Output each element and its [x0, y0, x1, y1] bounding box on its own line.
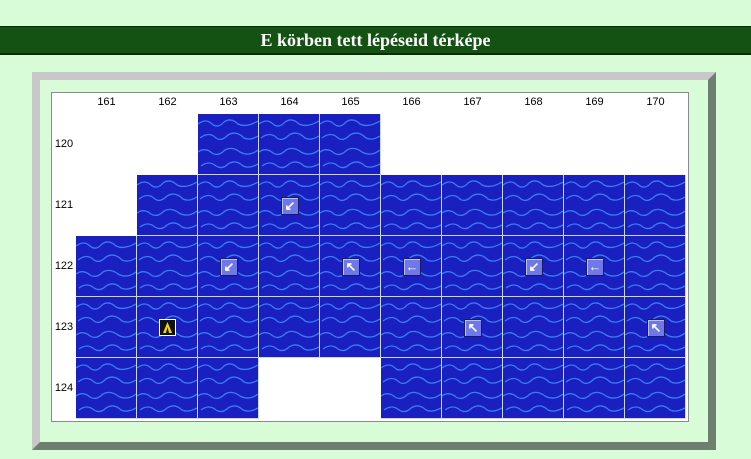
column-header: 162 [158, 96, 177, 108]
column-header: 170 [646, 96, 665, 108]
row-header: 121 [54, 199, 74, 211]
map-tile-122-163[interactable]: ↙ [198, 236, 259, 297]
row-header: 123 [54, 321, 74, 333]
column-header: 167 [463, 96, 482, 108]
map-tile-124-166[interactable] [381, 358, 442, 419]
arrow-up-left-icon: ↖ [464, 319, 482, 337]
arrow-down-left-icon: ↙ [220, 258, 238, 276]
map-tile-121-169[interactable] [564, 175, 625, 236]
arrow-down-left-icon: ↙ [281, 197, 299, 215]
map-tile-123-164[interactable] [259, 297, 320, 358]
map-tile-121-166[interactable] [381, 175, 442, 236]
map-tile-120-164[interactable] [259, 114, 320, 175]
map-tile-123-163[interactable] [198, 297, 259, 358]
unit-marker-icon [159, 319, 176, 336]
column-header: 164 [280, 96, 299, 108]
map-tile-121-165[interactable] [320, 175, 381, 236]
map-tile-121-168[interactable] [503, 175, 564, 236]
map-tile-123-165[interactable] [320, 297, 381, 358]
column-header: 169 [585, 96, 604, 108]
map-tile-121-162[interactable] [137, 175, 198, 236]
map-frame: 161 162 163 164 165 166 167 168 169 170 120 121 122 1… [32, 72, 716, 450]
map-tile-120-163[interactable] [198, 114, 259, 175]
row-header: 122 [54, 260, 74, 272]
map-tile-123-166[interactable] [381, 297, 442, 358]
map-tile-124-169[interactable] [564, 358, 625, 419]
map-tile-121-163[interactable] [198, 175, 259, 236]
map-tile-122-168[interactable]: ↙ [503, 236, 564, 297]
column-header: 166 [402, 96, 421, 108]
map-tile-122-161[interactable] [76, 236, 137, 297]
row-header: 120 [54, 138, 74, 150]
map-tile-122-169[interactable]: ← [564, 236, 625, 297]
arrow-up-left-icon: ↖ [647, 319, 665, 337]
map-tile-124-162[interactable] [137, 358, 198, 419]
map-grid: 161 162 163 164 165 166 167 168 169 170 120 121 122 1… [51, 92, 689, 422]
map-tile-124-167[interactable] [442, 358, 503, 419]
map-tile-120-165[interactable] [320, 114, 381, 175]
arrow-left-icon: ← [403, 258, 421, 276]
map-tile-121-167[interactable] [442, 175, 503, 236]
map-tile-122-167[interactable] [442, 236, 503, 297]
map-tile-123-169[interactable] [564, 297, 625, 358]
arrow-up-left-icon: ↖ [342, 258, 360, 276]
row-header: 124 [54, 382, 74, 394]
map-tile-123-167[interactable]: ↖ [442, 297, 503, 358]
map-tile-123-170[interactable]: ↖ [625, 297, 686, 358]
map-tile-123-162[interactable] [137, 297, 198, 358]
column-header: 168 [524, 96, 543, 108]
column-header: 165 [341, 96, 360, 108]
map-tile-122-170[interactable] [625, 236, 686, 297]
map-tile-123-168[interactable] [503, 297, 564, 358]
map-tile-121-170[interactable] [625, 175, 686, 236]
arrow-left-icon: ← [586, 258, 604, 276]
column-header: 163 [219, 96, 238, 108]
map-tile-122-162[interactable] [137, 236, 198, 297]
map-tile-122-166[interactable]: ← [381, 236, 442, 297]
column-header: 161 [97, 96, 116, 108]
map-tile-124-170[interactable] [625, 358, 686, 419]
map-tile-121-164[interactable]: ↙ [259, 175, 320, 236]
map-tile-122-164[interactable] [259, 236, 320, 297]
arrow-down-left-icon: ↙ [525, 258, 543, 276]
page-title: E körben tett lépéseid térképe [0, 26, 751, 55]
map-tile-124-163[interactable] [198, 358, 259, 419]
map-tile-123-161[interactable] [76, 297, 137, 358]
map-tile-124-161[interactable] [76, 358, 137, 419]
map-tile-122-165[interactable]: ↖ [320, 236, 381, 297]
map-tile-124-168[interactable] [503, 358, 564, 419]
